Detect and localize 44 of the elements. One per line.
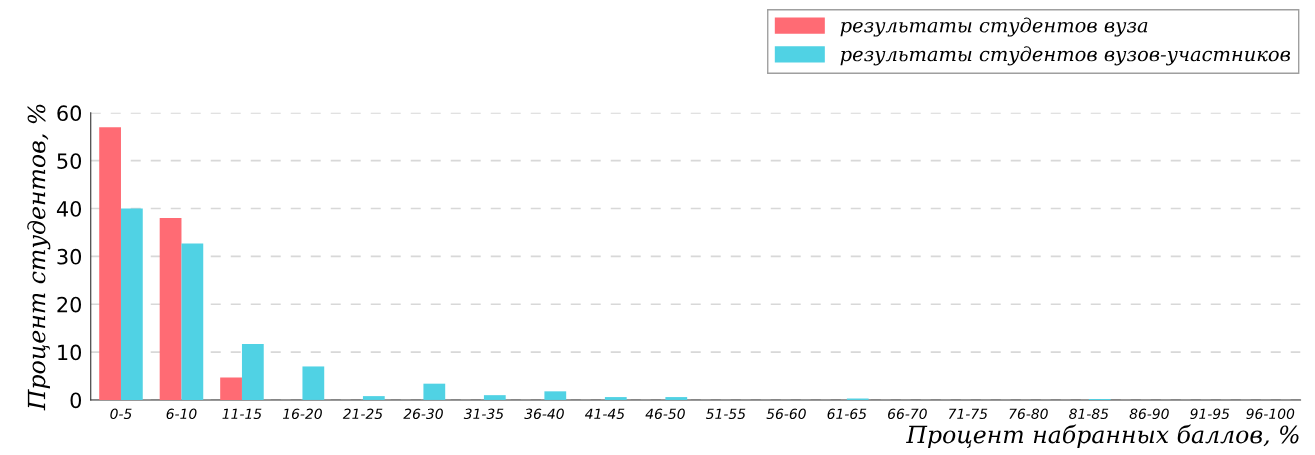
x-tick-label: 21-25 bbox=[342, 408, 383, 420]
x-tick-label: 61-65 bbox=[827, 408, 867, 420]
bar bbox=[220, 377, 242, 400]
x-tick-label: 86-90 bbox=[1129, 408, 1169, 420]
bar bbox=[120, 208, 143, 400]
x-axis-title: Процент набранных баллов, % bbox=[906, 424, 1299, 448]
x-tick-label: 6-10 bbox=[166, 408, 197, 420]
legend-label: результаты студентов вузов-участников bbox=[840, 46, 1291, 66]
x-tick-label: 16-20 bbox=[282, 408, 322, 420]
bar bbox=[665, 397, 688, 400]
y-tick-label: 40 bbox=[56, 200, 82, 217]
bar bbox=[423, 383, 446, 400]
bar bbox=[302, 366, 325, 400]
x-tick-label: 56-60 bbox=[766, 408, 806, 420]
bar bbox=[241, 343, 264, 400]
bar bbox=[99, 127, 121, 400]
bar bbox=[544, 391, 567, 400]
y-tick-label: 60 bbox=[57, 105, 82, 122]
y-tick-label: 30 bbox=[57, 248, 82, 265]
y-tick-label: 10 bbox=[58, 344, 82, 361]
bar bbox=[604, 397, 627, 400]
y-tick-label: 50 bbox=[57, 153, 82, 169]
x-tick-label: 46-50 bbox=[645, 408, 685, 420]
x-tick-label: 96-100 bbox=[1246, 408, 1295, 420]
x-tick-label: 36-40 bbox=[524, 408, 564, 420]
y-tick-label: 0 bbox=[70, 392, 82, 409]
legend-label: результаты студентов вуза bbox=[840, 17, 1148, 37]
bar bbox=[159, 218, 182, 400]
x-tick-label: 26-30 bbox=[403, 408, 443, 420]
x-tick-label: 41-45 bbox=[584, 408, 625, 420]
x-tick-label: 81-85 bbox=[1069, 408, 1109, 420]
x-tick-label: 11-15 bbox=[222, 408, 262, 420]
y-axis-title: Процент студентов, % bbox=[27, 104, 51, 411]
x-tick-label: 51-55 bbox=[705, 408, 746, 420]
x-tick-label: 91-95 bbox=[1190, 408, 1230, 420]
x-tick-label: 66-70 bbox=[888, 408, 927, 420]
x-tick-label: 76-80 bbox=[1009, 408, 1048, 420]
x-tick-label: 31-35 bbox=[463, 408, 504, 420]
bar bbox=[483, 395, 506, 400]
bar bbox=[362, 396, 385, 400]
bar bbox=[181, 243, 204, 400]
x-tick-label: 71-75 bbox=[948, 408, 988, 420]
x-tick-label: 0-5 bbox=[110, 408, 132, 420]
y-tick-label: 20 bbox=[57, 296, 82, 313]
